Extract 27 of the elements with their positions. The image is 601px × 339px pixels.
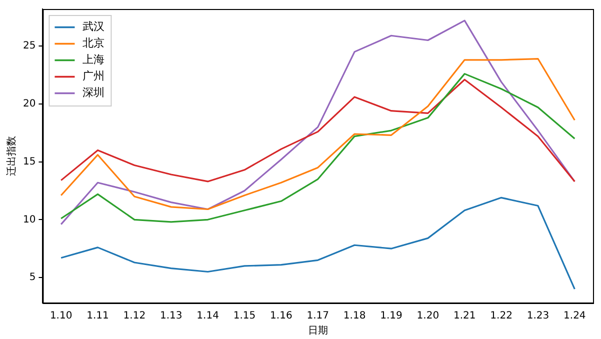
legend-label: 武汉 (82, 20, 105, 34)
x-tick-label: 1.13 (160, 310, 182, 322)
legend-label: 北京 (82, 36, 105, 50)
x-tick-label: 1.24 (564, 310, 586, 322)
legend-label: 深圳 (82, 86, 105, 100)
y-tick-label: 10 (22, 214, 36, 226)
y-tick-label: 20 (22, 98, 36, 110)
x-tick-label: 1.20 (416, 310, 440, 322)
x-tick-label: 1.12 (123, 310, 146, 322)
x-tick-label: 1.16 (270, 310, 292, 322)
y-tick-label: 25 (22, 40, 36, 52)
x-tick-label: 1.21 (453, 310, 476, 322)
x-tick-label: 1.10 (50, 310, 72, 322)
x-axis-title: 日期 (308, 324, 328, 337)
legend-label: 广州 (82, 70, 105, 83)
y-tick-label: 15 (22, 156, 36, 168)
y-tick-label: 5 (29, 272, 36, 284)
x-tick-label: 1.11 (86, 310, 109, 322)
x-tick-label: 1.18 (343, 310, 366, 322)
legend-label: 上海 (82, 53, 105, 66)
x-tick-label: 1.14 (196, 310, 219, 322)
x-tick-label: 1.23 (526, 310, 550, 322)
x-tick-label: 1.17 (306, 310, 329, 322)
y-axis-title: 迁出指数 (6, 136, 18, 176)
x-tick-label: 1.22 (490, 310, 512, 322)
x-tick-label: 1.19 (380, 310, 402, 322)
x-tick-label: 1.15 (233, 310, 256, 322)
